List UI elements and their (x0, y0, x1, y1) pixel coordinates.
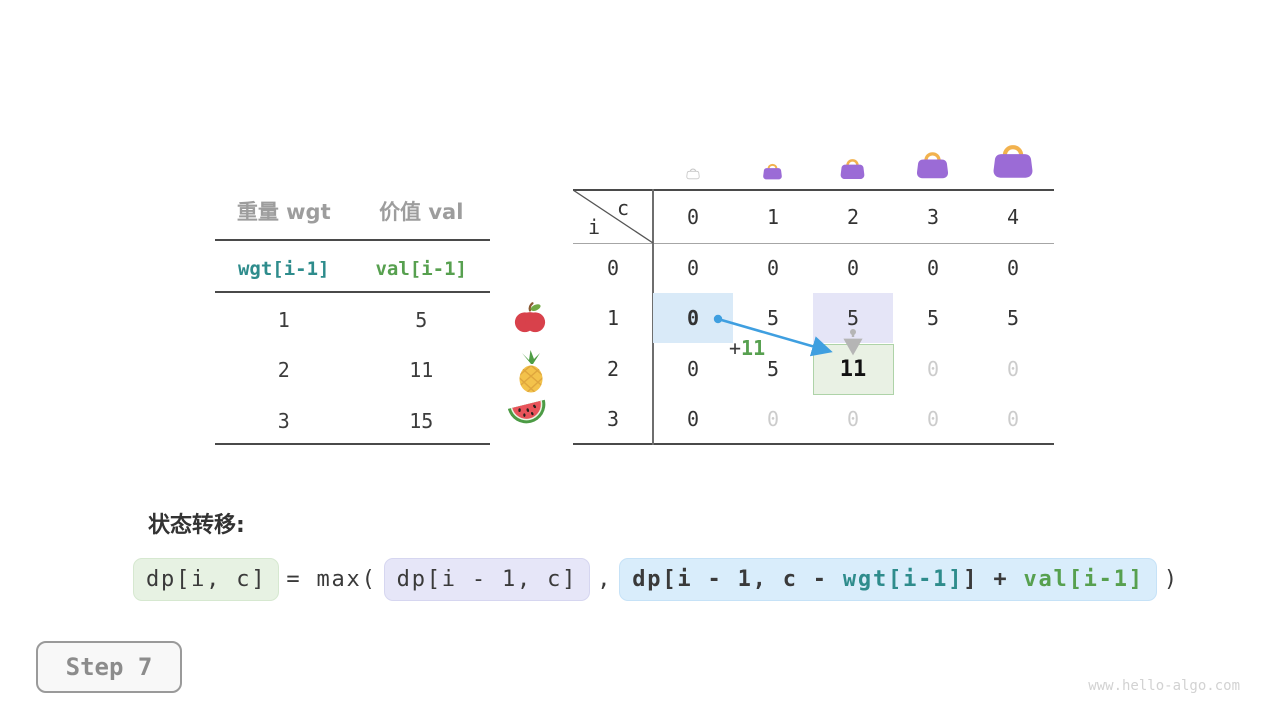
bag-icon-capacity-1 (762, 159, 783, 185)
transition-formula: dp[i, c] = max( dp[i - 1, c] , dp[i - 1,… (133, 558, 1179, 601)
items-table-row-1: 1 5 (215, 302, 490, 338)
watermark: www.hello-algo.com (1088, 678, 1240, 694)
annotation-value: 11 (741, 336, 766, 360)
corner-diagonal-line (573, 190, 653, 243)
corner-row-var: i (588, 215, 601, 239)
dp-row-header-1: 1 (606, 306, 620, 330)
dp-cell-1-0: 0 (686, 306, 700, 330)
dp-table-rule-top (573, 189, 1054, 191)
item2-value: 11 (409, 358, 434, 382)
item1-weight: 1 (277, 308, 290, 332)
annotation-plus: + (729, 336, 742, 360)
dp-cell-1-2: 5 (846, 306, 860, 330)
items-table-rule-mid (215, 291, 490, 293)
dp-col-header-2: 2 (846, 204, 860, 229)
formula-comma: , (597, 567, 613, 592)
dp-cell-2-2: 11 (839, 356, 867, 382)
watermelon-icon (505, 395, 553, 434)
add-value-annotation: +11 (729, 336, 765, 360)
dp-cell-2-1: 5 (766, 357, 780, 381)
dp-cell-0-1: 0 (766, 256, 780, 280)
dp-table-rule-bottom (573, 443, 1054, 445)
wgt-index-label: wgt[i-1] (237, 258, 330, 280)
dp-table-rule-header (573, 243, 1054, 244)
items-table-rule-top (215, 239, 490, 241)
items-table-header: 重量 wgt 价值 val (215, 193, 490, 229)
formula-arg-skip: dp[i - 1, c] (383, 558, 591, 601)
items-table-index-row: wgt[i-1] val[i-1] (215, 251, 490, 287)
dp-cell-2-3: 0 (926, 357, 940, 381)
formula-val-ref: val[i-1] (1023, 567, 1144, 592)
apple-icon (513, 301, 547, 339)
formula-close-paren: ) (1163, 567, 1179, 592)
dp-cell-2-0: 0 (686, 357, 700, 381)
bag-icon-capacity-2 (839, 153, 866, 185)
corner-col-var: c (617, 196, 630, 220)
step-badge: Step 7 (36, 641, 182, 693)
item1-value: 5 (415, 308, 428, 332)
step-label: Step 7 (65, 653, 153, 681)
item3-weight: 3 (277, 409, 290, 433)
dp-cell-2-4: 0 (1006, 357, 1020, 381)
items-table-header-wgt: 重量 wgt (236, 200, 331, 224)
items-table-header-val: 价值 val (379, 200, 464, 224)
formula-arg-take: dp[i - 1, c - wgt[i-1]] + val[i-1] (619, 558, 1157, 601)
dp-cell-3-1: 0 (766, 407, 780, 431)
bag-icon-capacity-4 (991, 135, 1035, 185)
dp-col-header-3: 3 (926, 204, 940, 229)
items-table-rule-bottom (215, 443, 490, 445)
dp-cell-3-3: 0 (926, 407, 940, 431)
dp-cell-3-4: 0 (1006, 407, 1020, 431)
dp-cell-0-3: 0 (926, 256, 940, 280)
formula-wgt-ref: wgt[i-1] (842, 567, 964, 592)
pineapple-icon (512, 350, 550, 398)
transition-title: 状态转移: (148, 513, 245, 538)
dp-cell-3-0: 0 (686, 407, 700, 431)
dp-row-header-3: 3 (606, 407, 620, 431)
bag-icon-capacity-0 (686, 165, 700, 184)
formula-arg-take-mid: ] + (963, 567, 1024, 592)
dp-row-header-0: 0 (606, 256, 620, 280)
dp-cell-1-4: 5 (1006, 306, 1020, 330)
bag-icon-capacity-3 (915, 144, 950, 185)
formula-arg-take-pre: dp[i - 1, c - (632, 567, 843, 592)
dp-cell-0-2: 0 (846, 256, 860, 280)
formula-eq-max: = max( (286, 567, 377, 592)
dp-cell-1-3: 5 (926, 306, 940, 330)
item3-value: 15 (409, 409, 434, 433)
dp-cell-0-0: 0 (686, 256, 700, 280)
dp-col-header-1: 1 (766, 204, 780, 229)
item2-weight: 2 (277, 358, 290, 382)
dp-col-header-4: 4 (1006, 204, 1020, 229)
dp-cell-3-2: 0 (846, 407, 860, 431)
dp-cell-0-4: 0 (1006, 256, 1020, 280)
formula-lhs: dp[i, c] (133, 558, 280, 601)
val-index-label: val[i-1] (375, 258, 467, 280)
items-table-row-2: 2 11 (215, 352, 490, 388)
items-table-row-3: 3 15 (215, 403, 490, 439)
dp-col-header-0: 0 (686, 204, 700, 229)
dp-row-header-2: 2 (606, 357, 620, 381)
